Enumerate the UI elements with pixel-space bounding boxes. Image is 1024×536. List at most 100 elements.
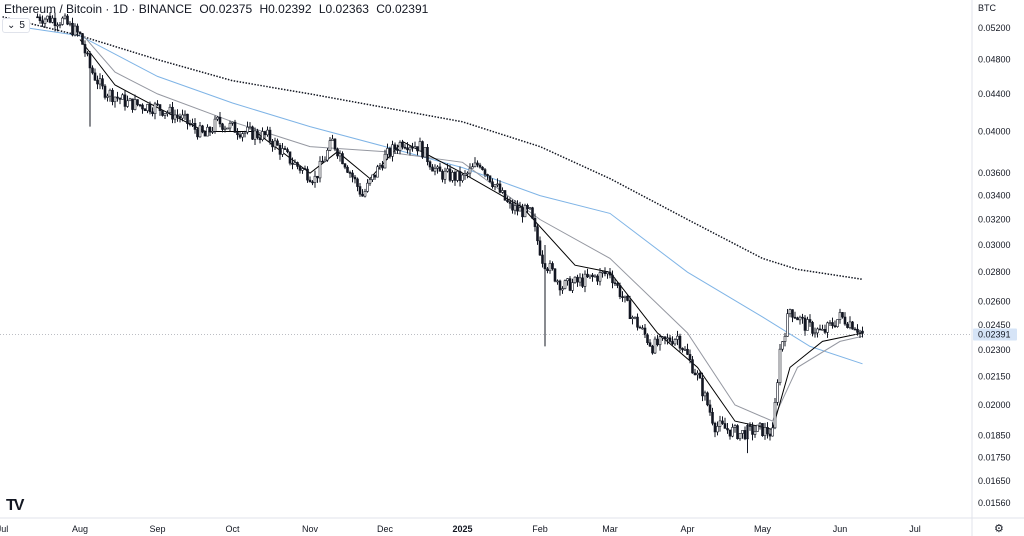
y-tick-label: 0.03400 xyxy=(978,191,1011,201)
candle-body xyxy=(306,168,309,181)
candle-body xyxy=(668,337,672,342)
y-tick-label: 0.01650 xyxy=(978,476,1011,486)
candle-body xyxy=(811,322,814,334)
candle-body xyxy=(736,425,739,440)
candle-body xyxy=(193,122,197,130)
candle-body xyxy=(611,274,614,284)
candle-body xyxy=(586,273,589,278)
currency-label[interactable]: BTC xyxy=(978,3,996,13)
candle-body xyxy=(761,423,764,437)
candle-body xyxy=(391,144,394,157)
candle-body xyxy=(733,425,737,428)
y-tick-label: 0.02000 xyxy=(978,400,1011,410)
candle-body xyxy=(646,334,649,344)
candle-body xyxy=(448,168,452,181)
candle-body xyxy=(276,140,279,146)
candle-body xyxy=(186,113,189,124)
candle-body xyxy=(438,166,442,172)
candle-body xyxy=(808,319,812,323)
candle-body xyxy=(178,116,182,119)
candle-body xyxy=(218,116,222,125)
candle-body xyxy=(303,168,307,170)
candle-body xyxy=(123,94,127,107)
candle-body xyxy=(116,96,119,99)
candle-body xyxy=(471,166,474,169)
candle-body xyxy=(223,127,227,130)
tradingview-logo[interactable]: TV xyxy=(6,497,25,514)
candle-body xyxy=(536,226,539,242)
candle-body xyxy=(341,153,344,165)
candle-body xyxy=(131,98,134,110)
candle-body xyxy=(261,131,264,141)
candle-body xyxy=(823,328,827,333)
candle-body xyxy=(258,137,262,141)
candle-body xyxy=(783,335,787,342)
candle-body xyxy=(206,126,209,137)
candle-body xyxy=(278,144,282,155)
candle-body xyxy=(766,427,769,435)
candle-body xyxy=(806,319,809,331)
candle-body xyxy=(98,78,102,85)
candle-body xyxy=(516,205,519,212)
candle-body xyxy=(163,113,167,116)
candle-body xyxy=(683,348,687,351)
candle-body xyxy=(526,205,529,210)
candle-body xyxy=(666,337,669,340)
y-tick-label: 0.03000 xyxy=(978,240,1011,250)
candle-body xyxy=(628,300,632,320)
candle-body xyxy=(121,94,124,100)
candle-body xyxy=(853,328,857,331)
candle-body xyxy=(128,98,132,102)
candle-body xyxy=(481,166,484,170)
candle-body xyxy=(858,330,862,333)
candle-body xyxy=(571,282,574,291)
candle-body xyxy=(851,321,854,330)
candle-body xyxy=(316,175,319,179)
candle-body xyxy=(361,193,364,197)
candle-body xyxy=(421,141,424,158)
candle-body xyxy=(501,190,504,193)
candle-body xyxy=(803,317,807,331)
x-tick-label: Aug xyxy=(72,524,88,534)
indicator-chip[interactable]: ⌄ 5 xyxy=(2,18,30,33)
candle-body xyxy=(203,131,207,137)
candle-body xyxy=(788,309,792,315)
candle-body xyxy=(641,327,644,330)
candle-body xyxy=(58,24,62,26)
candle-body xyxy=(478,164,482,168)
candle-body xyxy=(831,322,834,326)
candle-body xyxy=(381,165,384,169)
candle-body xyxy=(718,420,722,427)
candle-body xyxy=(373,174,377,178)
candle-body xyxy=(843,316,847,325)
candle-body xyxy=(773,402,777,429)
symbol-title[interactable]: Ethereum / Bitcoin · 1D · BINANCE xyxy=(4,2,193,16)
candle-body xyxy=(188,123,192,125)
candle-body xyxy=(351,172,354,178)
ohlc-low: L0.02363 xyxy=(318,2,369,16)
candle-body xyxy=(146,104,149,112)
candle-body xyxy=(721,420,724,424)
candle-body xyxy=(566,278,569,282)
candle-body xyxy=(423,147,427,158)
candle-body xyxy=(751,425,754,435)
y-tick-label: 0.02450 xyxy=(978,320,1011,330)
candle-body xyxy=(698,372,702,379)
candle-body xyxy=(411,146,414,149)
candle-body xyxy=(41,20,44,24)
candle-body xyxy=(156,103,159,106)
candle-body xyxy=(313,175,317,183)
candle-body xyxy=(791,309,794,318)
candle-body xyxy=(221,123,224,130)
candle-body xyxy=(383,153,387,169)
chevron-down-icon[interactable]: ⌄ xyxy=(7,20,16,31)
candle-body xyxy=(426,147,429,163)
chart-header: Ethereum / Bitcoin · 1D · BINANCE O0.023… xyxy=(4,2,432,16)
candle-body xyxy=(346,166,349,173)
candle-body xyxy=(573,276,577,283)
candle-body xyxy=(416,146,419,152)
candle-body xyxy=(861,330,864,334)
gear-icon[interactable]: ⚙ xyxy=(994,523,1004,535)
candle-body xyxy=(618,285,622,297)
